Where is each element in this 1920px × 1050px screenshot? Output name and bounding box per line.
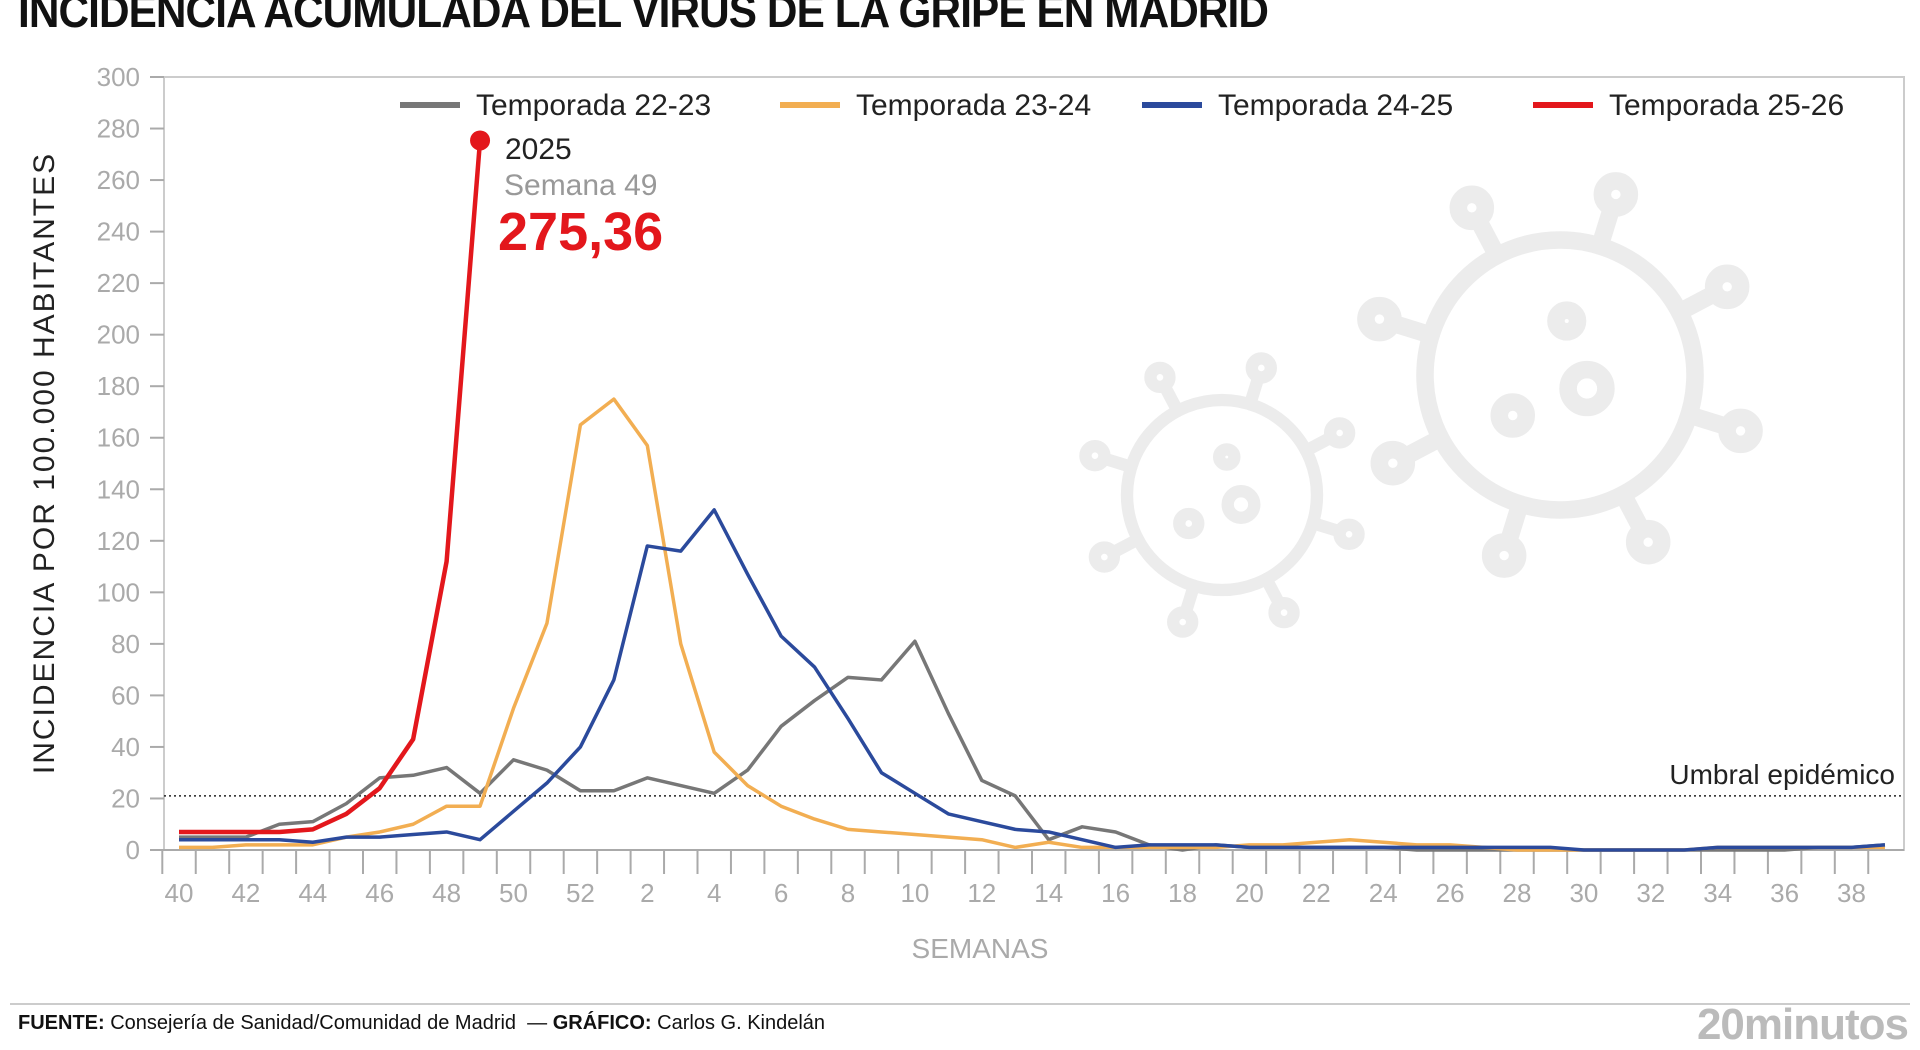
x-tick-label: 50 — [499, 878, 528, 908]
annotation-value: 275,36 — [498, 202, 663, 262]
y-tick-label: 300 — [97, 62, 140, 92]
virus-icon — [1357, 172, 1763, 578]
y-tick-label: 40 — [111, 732, 140, 762]
y-axis-label: INCIDENCIA POR 100.000 HABITANTES — [28, 152, 61, 774]
y-tick-label: 200 — [97, 320, 140, 350]
graphic-label: GRÁFICO: — [552, 1012, 652, 1034]
legend-label: Temporada 23-24 — [856, 89, 1091, 122]
x-tick-label: 14 — [1034, 878, 1063, 908]
x-tick-label: 42 — [231, 878, 260, 908]
line-chart: 0204060801001201401601802002202402602803… — [28, 62, 1905, 964]
x-tick-label: 10 — [900, 878, 929, 908]
y-tick-label: 240 — [97, 217, 140, 247]
source-label: FUENTE: — [18, 1012, 105, 1034]
series-line-temporada-22-23 — [179, 639, 1886, 852]
virus-icon — [1079, 352, 1365, 638]
x-tick-label: 30 — [1569, 878, 1598, 908]
graphic-author: Carlos G. Kindelán — [657, 1012, 826, 1034]
y-tick-label: 120 — [97, 526, 140, 556]
x-tick-label: 48 — [432, 878, 461, 908]
x-tick-label: 16 — [1101, 878, 1130, 908]
x-tick-label: 34 — [1703, 878, 1732, 908]
series-lines — [179, 140, 1886, 852]
legend-label: Temporada 22-23 — [476, 89, 711, 122]
legend-label: Temporada 25-26 — [1609, 89, 1844, 122]
x-tick-label: 26 — [1436, 878, 1465, 908]
virus-watermark-icon — [1079, 172, 1763, 638]
y-tick-label: 180 — [97, 371, 140, 401]
x-tick-label: 38 — [1837, 878, 1866, 908]
x-tick-label: 40 — [165, 878, 194, 908]
threshold: Umbral epidémico — [164, 759, 1904, 797]
legend: Temporada 22-23 Temporada 23-24 Temporada … — [400, 89, 1844, 122]
y-tick-label: 160 — [97, 423, 140, 453]
x-tick-label: 36 — [1770, 878, 1799, 908]
x-tick-label: 52 — [566, 878, 595, 908]
y-tick-label: 220 — [97, 268, 140, 298]
x-tick-label: 22 — [1302, 878, 1331, 908]
plot-frame — [163, 76, 1905, 851]
x-axis: 40 42 44 46 48 50 52 2 4 6 8 10 12 14 16 18 20 22 24 26 28 30… — [161, 849, 1904, 908]
x-tick-label: 46 — [365, 878, 394, 908]
annotation-week: Semana 49 — [504, 169, 657, 202]
footer-divider — [10, 1003, 1910, 1005]
y-tick-label: 100 — [97, 577, 140, 607]
x-tick-label: 28 — [1503, 878, 1532, 908]
chart-title: INCIDENCIA ACUMULADA DEL VIRUS DE LA GRI… — [18, 0, 1269, 37]
threshold-label: Umbral epidémico — [1669, 759, 1895, 790]
series-line-temporada-25-26 — [179, 140, 483, 835]
y-tick-label: 140 — [97, 474, 140, 504]
x-tick-label: 18 — [1168, 878, 1197, 908]
x-tick-label: 24 — [1369, 878, 1398, 908]
y-tick-label: 280 — [97, 114, 140, 144]
x-tick-label: 12 — [967, 878, 996, 908]
x-tick-label: 32 — [1636, 878, 1665, 908]
x-tick-label: 44 — [298, 878, 327, 908]
peak-marker — [470, 130, 491, 151]
y-tick-label: 80 — [111, 629, 140, 659]
logo: 20minutos — [1696, 1000, 1909, 1049]
x-tick-label: 20 — [1235, 878, 1264, 908]
source: Consejería de Sanidad/Comunidad de Madri… — [110, 1012, 517, 1034]
x-tick-label: 4 — [707, 878, 721, 908]
series-line-temporada-24-25 — [179, 508, 1886, 852]
x-tick-label: 2 — [640, 878, 654, 908]
x-axis-label: SEMANAS — [912, 933, 1049, 964]
y-tick-label: 60 — [111, 680, 140, 710]
y-tick-label: 260 — [97, 165, 140, 195]
annotation-year: 2025 — [505, 133, 572, 166]
legend-label: Temporada 24-25 — [1218, 89, 1453, 122]
y-axis: 0 20 40 60 80 100 120 140 160 180 200 220 240 260 280 3… — [97, 62, 164, 865]
y-tick-label: 0 — [126, 835, 140, 865]
y-tick-label: 20 — [111, 783, 140, 813]
x-tick-label: 8 — [841, 878, 855, 908]
x-tick-label: 6 — [774, 878, 788, 908]
